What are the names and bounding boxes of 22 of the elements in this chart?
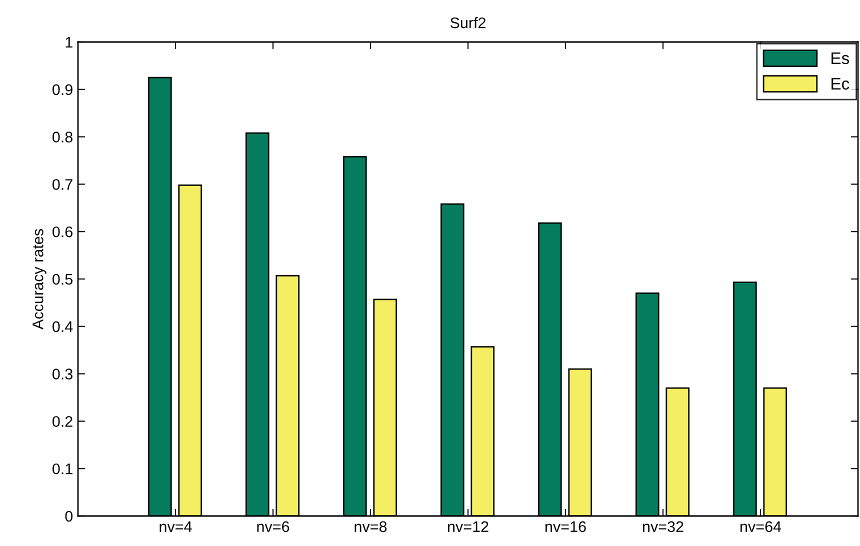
y-tick-label: 0.5 xyxy=(52,274,72,285)
y-tick-label: 1 xyxy=(66,37,72,48)
y-tick-label: 0.2 xyxy=(52,416,72,427)
x-tick-label: nv=6 xyxy=(257,521,290,532)
y-tick-label: 0.7 xyxy=(52,179,72,190)
y-axis-title: Accuracy rates xyxy=(32,229,46,330)
legend-label: Ec xyxy=(832,78,850,90)
y-tick-label: 0 xyxy=(65,510,73,522)
x-tick-label: nv=64 xyxy=(740,521,782,532)
y-tick-label: 0.3 xyxy=(52,368,72,380)
y-tick-label: 0.8 xyxy=(52,132,72,142)
x-tick-label: nv=16 xyxy=(545,521,586,532)
x-tick-label: nv=32 xyxy=(642,521,684,532)
y-tick-label: 0.9 xyxy=(52,84,72,96)
y-tick-label: 0.4 xyxy=(52,321,73,332)
y-tick-label: 0.1 xyxy=(52,463,72,474)
x-tick-label: nv=12 xyxy=(448,521,488,532)
x-tick-label: nv=4 xyxy=(160,521,192,532)
chart-title: Surf2 xyxy=(450,17,486,28)
x-tick-label: nv=8 xyxy=(354,521,387,532)
legend-label: Es xyxy=(832,52,850,64)
y-tick-label: 0.6 xyxy=(52,226,72,238)
